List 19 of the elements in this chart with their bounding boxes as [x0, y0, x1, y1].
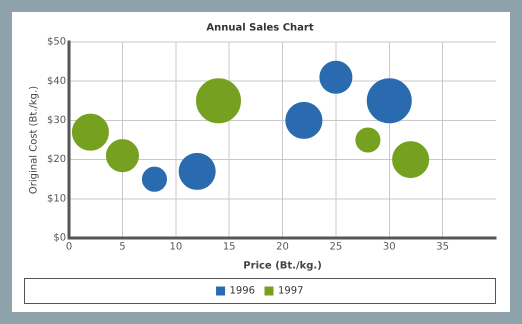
legend-label: 1996	[230, 286, 256, 297]
x-tick-label: 10	[169, 242, 182, 253]
x-tick-label: 0	[66, 242, 72, 253]
chart-title: Annual Sales Chart	[206, 22, 314, 34]
y-tick-label: $50	[46, 36, 66, 48]
y-tick-label: $10	[46, 193, 66, 204]
y-tick-label: $40	[46, 76, 66, 87]
x-tick-label: 20	[276, 242, 289, 253]
y-tick-label: $0	[53, 232, 66, 244]
x-axis-title: Price (Bt./kg.)	[243, 260, 322, 272]
x-tick-label: 30	[382, 242, 396, 253]
x-tick-label: 5	[119, 242, 126, 253]
y-axis-title: Original Cost (Bt./kg.)	[28, 86, 40, 194]
y-tick-label: $20	[46, 154, 66, 166]
x-tick-label: 15	[222, 242, 236, 253]
legend-label: 1997	[278, 286, 304, 297]
x-tick-label: 35	[436, 242, 450, 253]
x-tick-label: 25	[330, 242, 342, 253]
y-tick-label: $30	[46, 114, 66, 126]
